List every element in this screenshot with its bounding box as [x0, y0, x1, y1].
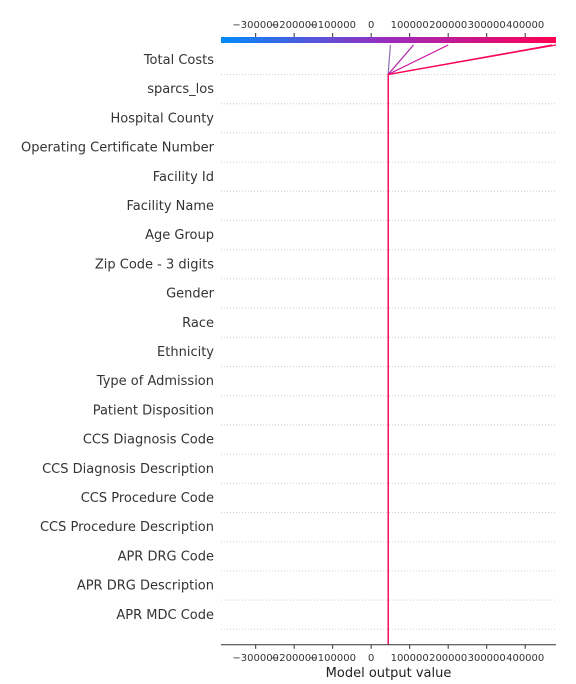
feature-label: Facility Id	[153, 170, 214, 185]
x-tick-label: 400000	[506, 20, 544, 31]
bottom-axis: −300000−200000−100000 0 100000 200000 300000…	[232, 645, 544, 664]
feature-label: Hospital County	[111, 111, 215, 126]
top-axis: −300000−200000−100000 0 100000 200000 300000…	[232, 20, 544, 37]
feature-label: Facility Name	[126, 199, 214, 214]
feature-label: Operating Certificate Number	[21, 141, 215, 156]
decision-lines	[388, 45, 556, 645]
feature-label: sparcs_los	[147, 82, 214, 97]
x-tick-label: 200000	[429, 653, 467, 664]
x-axis-title: Model output value	[326, 666, 452, 681]
x-tick-label: 100000	[391, 20, 429, 31]
feature-label: Age Group	[145, 228, 214, 243]
feature-label: Gender	[166, 287, 215, 302]
feature-label: CCS Procedure Code	[81, 491, 214, 506]
feature-label: CCS Procedure Description	[40, 520, 214, 535]
feature-label: Zip Code - 3 digits	[95, 257, 214, 272]
feature-label: Total Costs	[143, 53, 214, 68]
decision-line	[388, 45, 556, 645]
x-tick-label: 200000	[429, 20, 467, 31]
colorbar	[221, 37, 556, 43]
decision-line	[388, 45, 552, 645]
x-tick-label: 300000	[468, 653, 506, 664]
feature-label: APR DRG Code	[118, 549, 214, 564]
feature-label: Race	[182, 316, 214, 331]
feature-label: CCS Diagnosis Description	[42, 462, 214, 477]
feature-labels: Total Costs sparcs_los Hospital County Oper…	[21, 53, 215, 623]
x-tick-label: 400000	[506, 653, 544, 664]
feature-label: CCS Diagnosis Code	[83, 433, 214, 448]
x-tick-label: −100000	[309, 653, 356, 664]
decision-line	[388, 45, 448, 645]
feature-label: Ethnicity	[157, 345, 214, 360]
feature-label: Type of Admission	[96, 374, 214, 389]
feature-label: APR MDC Code	[116, 608, 214, 623]
x-tick-label: −100000	[309, 20, 356, 31]
x-tick-label: 100000	[391, 653, 429, 664]
x-tick-label: 0	[368, 20, 374, 31]
x-tick-label: 0	[368, 653, 374, 664]
feature-label: Patient Disposition	[93, 403, 214, 418]
feature-label: APR DRG Description	[77, 579, 214, 594]
x-tick-label: 300000	[468, 20, 506, 31]
decision-line	[388, 45, 413, 645]
